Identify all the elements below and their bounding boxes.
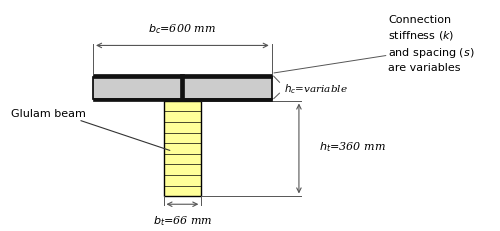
Text: $h_c$=variable: $h_c$=variable (284, 82, 348, 95)
Bar (180, 75, 184, 101)
Bar (93, 75, 272, 79)
Text: $b_t$=66 mm: $b_t$=66 mm (152, 213, 212, 227)
Bar (93, 78, 272, 100)
Bar (93, 99, 272, 101)
Text: $b_c$=600 mm: $b_c$=600 mm (148, 22, 216, 36)
Bar (164, 101, 201, 197)
Text: Connection
stiffness ($k$)
and spacing ($s$)
are variables: Connection stiffness ($k$) and spacing (… (388, 15, 475, 73)
Text: $h_t$=360 mm: $h_t$=360 mm (319, 139, 386, 153)
Text: Glulam beam: Glulam beam (12, 109, 86, 119)
